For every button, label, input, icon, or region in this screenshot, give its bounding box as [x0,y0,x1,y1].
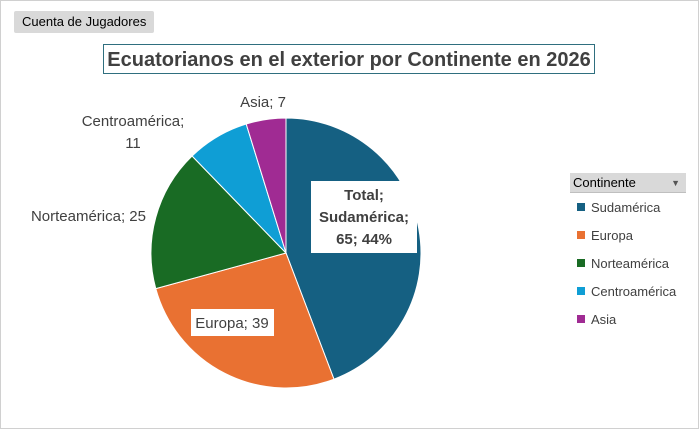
data-label-asia[interactable]: Asia; 7 [240,94,286,111]
data-label-norteamerica[interactable]: Norteamérica; 25 [31,208,146,225]
legend-label-europa: Europa [591,228,633,243]
legend-label-norteamerica: Norteamérica [591,256,670,271]
legend-item-sudamerica[interactable]: Sudamérica [577,200,660,216]
legend-swatch-asia [577,315,585,323]
pivot-field-button[interactable]: Cuenta de Jugadores [14,11,155,33]
pie-slice-asia[interactable] [245,117,287,254]
legend-swatch-centroamerica [577,287,585,295]
data-label-box-sudamerica[interactable] [311,181,417,253]
legend-item-norteamerica[interactable]: Norteamérica [577,256,669,272]
pie-slice-norteamerica[interactable] [150,155,287,290]
legend-swatch-norteamerica [577,259,585,267]
legend-item-asia[interactable]: Asia [577,312,616,328]
data-label-centroamerica-line2: 11 [125,135,141,152]
legend-item-centroamerica[interactable]: Centroamérica [577,284,676,300]
legend-label-asia: Asia [591,312,617,327]
data-label-centroamerica-line1[interactable]: Centroamérica; [82,113,185,130]
data-label-sudamerica-line2: Sudamérica; [319,209,409,226]
legend-item-europa[interactable]: Europa [577,228,633,244]
legend-label-sudamerica: Sudamérica [591,200,661,215]
legend-label-centroamerica: Centroamérica [591,284,677,299]
legend-swatch-sudamerica [577,203,585,211]
data-label-box-europa[interactable] [191,309,274,336]
data-label-europa: Europa; 39 [195,315,268,332]
data-label-sudamerica-line3: 65; 44% [336,231,392,248]
legend-field-button[interactable]: Continente ▼ [570,173,686,193]
data-label-sudamerica-line1: Total; [344,187,384,204]
dropdown-arrow-icon[interactable]: ▼ [671,178,680,188]
legend-header-label: Continente [573,175,636,190]
legend-swatch-europa [577,231,585,239]
chart-title[interactable]: Ecuatorianos en el exterior por Continen… [103,44,595,74]
